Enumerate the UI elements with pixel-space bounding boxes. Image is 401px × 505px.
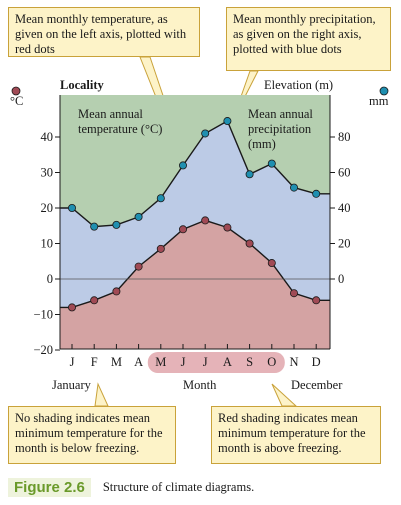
month-label: A bbox=[134, 355, 143, 369]
left-tick-label: 40 bbox=[41, 130, 54, 144]
january-label: January bbox=[52, 378, 92, 392]
right-axis-ticks: 0 20 40 60 80 bbox=[330, 130, 351, 286]
temperature-point bbox=[201, 216, 210, 225]
month-label: M bbox=[111, 355, 122, 369]
elevation-label: Elevation (m) bbox=[264, 78, 333, 92]
precipitation-point bbox=[178, 161, 187, 170]
temperature-point bbox=[68, 303, 77, 312]
precipitation-point bbox=[312, 189, 321, 198]
month-label: D bbox=[312, 355, 321, 369]
month-highlight bbox=[147, 352, 285, 373]
month-label: A bbox=[223, 355, 232, 369]
precipitation-point bbox=[245, 170, 254, 179]
below-freezing-pointer bbox=[94, 382, 109, 407]
mean-annual-precip-line3: (mm) bbox=[248, 137, 276, 151]
month-label: S bbox=[246, 355, 253, 369]
right-tick-label: 80 bbox=[338, 130, 351, 144]
precipitation-callout: Mean monthly precipitation, as given on … bbox=[226, 7, 391, 71]
temperature-callout: Mean monthly temperature, as given on th… bbox=[8, 7, 200, 57]
month-label: O bbox=[267, 355, 276, 369]
precipitation-point bbox=[223, 117, 232, 126]
month-axis-title: Month bbox=[183, 378, 217, 392]
precipitation-point bbox=[156, 194, 165, 203]
locality-label: Locality bbox=[60, 78, 104, 92]
right-tick-label: 20 bbox=[338, 237, 351, 251]
figure-caption: Figure 2.6 Structure of climate diagrams… bbox=[8, 476, 398, 498]
temperature-point bbox=[112, 287, 121, 296]
right-tick-label: 60 bbox=[338, 166, 351, 180]
temperature-area bbox=[60, 220, 330, 349]
precipitation-dots bbox=[68, 117, 321, 231]
month-label: J bbox=[181, 355, 186, 369]
figure-number: Figure 2.6 bbox=[8, 477, 91, 497]
right-tick-label: 40 bbox=[338, 201, 351, 215]
left-tick-label: 20 bbox=[41, 201, 54, 215]
caption-text: Structure of climate diagrams. bbox=[102, 479, 255, 494]
temperature-point bbox=[134, 262, 143, 271]
temperature-legend-dot bbox=[11, 86, 21, 96]
precipitation-point bbox=[68, 203, 77, 212]
precipitation-point bbox=[112, 220, 121, 229]
left-tick-label: 0 bbox=[47, 272, 53, 286]
temperature-point bbox=[267, 259, 276, 268]
mean-annual-precip-line2: precipitation bbox=[248, 122, 312, 136]
month-label: F bbox=[91, 355, 98, 369]
left-tick-label: 30 bbox=[41, 166, 54, 180]
right-unit-label: mm bbox=[369, 94, 389, 108]
left-unit-label: °C bbox=[10, 94, 23, 108]
right-tick-label: 0 bbox=[338, 272, 344, 286]
mean-annual-temp-line2: temperature (°C) bbox=[78, 122, 162, 136]
precipitation-point bbox=[134, 212, 143, 221]
temperature-point bbox=[178, 225, 187, 234]
left-tick-label: 10 bbox=[41, 237, 54, 251]
december-label: December bbox=[291, 378, 343, 392]
left-axis-ticks: −20 −10 0 10 20 30 40 bbox=[33, 130, 60, 357]
precipitation-point bbox=[289, 183, 298, 192]
plot-area bbox=[60, 95, 330, 349]
above-freezing-callout: Red shading indicates mean minimum tempe… bbox=[211, 406, 381, 464]
month-label: J bbox=[70, 355, 75, 369]
temperature-point bbox=[223, 223, 232, 232]
precipitation-point bbox=[267, 159, 276, 168]
precipitation-point bbox=[90, 222, 99, 231]
mean-annual-precip-line1: Mean annual bbox=[248, 107, 313, 121]
precipitation-point bbox=[201, 129, 210, 138]
temperature-point bbox=[289, 289, 298, 298]
month-label: N bbox=[289, 355, 298, 369]
temperature-point bbox=[90, 296, 99, 305]
temperature-point bbox=[312, 296, 321, 305]
temperature-point bbox=[245, 239, 254, 248]
below-freezing-callout: No shading indicates mean minimum temper… bbox=[8, 406, 176, 464]
temperature-dots bbox=[68, 216, 321, 312]
mean-annual-temp-line1: Mean annual bbox=[78, 107, 143, 121]
left-tick-label: −20 bbox=[33, 343, 53, 357]
precipitation-legend-dot bbox=[379, 86, 389, 96]
month-label: J bbox=[203, 355, 208, 369]
month-label: M bbox=[155, 355, 166, 369]
left-tick-label: −10 bbox=[33, 308, 53, 322]
temperature-point bbox=[156, 244, 165, 253]
